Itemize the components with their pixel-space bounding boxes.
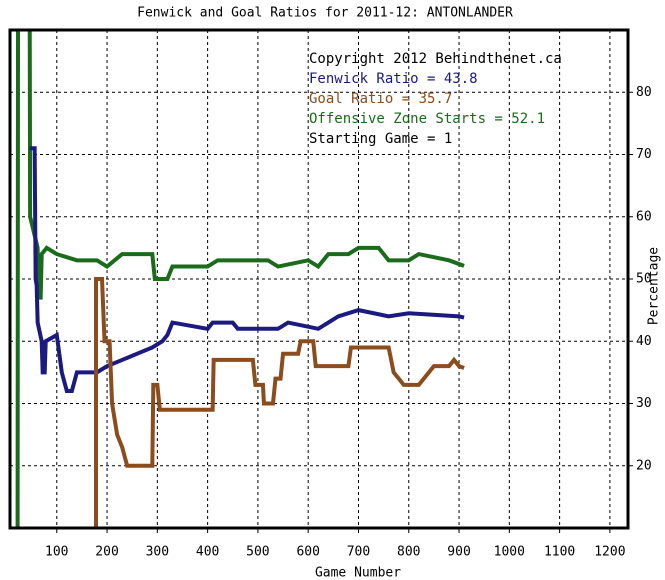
- annotation: Goal Ratio = 35.7: [309, 91, 452, 107]
- annotation: Offensive Zone Starts = 52.1: [309, 111, 545, 127]
- y-tick-label: 80: [636, 85, 652, 100]
- y-tick-label: 40: [636, 334, 652, 349]
- x-tick-label: 300: [146, 545, 169, 560]
- x-tick-label: 1000: [494, 545, 525, 560]
- series-line: [93, 277, 465, 528]
- annotation: Copyright 2012 Behindthenet.ca: [309, 51, 562, 67]
- y-tick-label: 20: [636, 458, 652, 473]
- x-tick-label: 900: [447, 545, 470, 560]
- x-tick-label: 600: [296, 545, 319, 560]
- series-line: [15, 30, 465, 528]
- chart-title: Fenwick and Goal Ratios for 2011-12: ANT…: [137, 6, 513, 21]
- x-tick-label: 200: [95, 545, 118, 560]
- x-axis-label: Game Number: [315, 566, 401, 580]
- annotation: Starting Game = 1: [309, 131, 452, 147]
- y-tick-label: 70: [636, 147, 652, 162]
- series-line: [29, 146, 465, 394]
- y-tick-label: 60: [636, 209, 652, 224]
- x-tick-label: 1100: [544, 545, 575, 560]
- x-tick-label: 400: [196, 545, 219, 560]
- annotation: Fenwick Ratio = 43.8: [309, 71, 478, 87]
- plot-area: [10, 30, 628, 528]
- x-tick-label: 100: [45, 545, 68, 560]
- x-tick-label: 800: [397, 545, 420, 560]
- y-tick-label: 30: [636, 396, 652, 411]
- y-axis-label: Percentage: [647, 247, 662, 325]
- x-tick-label: 1200: [594, 545, 625, 560]
- x-tick-label: 700: [347, 545, 370, 560]
- y-tick-label: 50: [636, 272, 652, 287]
- x-tick-label: 500: [246, 545, 269, 560]
